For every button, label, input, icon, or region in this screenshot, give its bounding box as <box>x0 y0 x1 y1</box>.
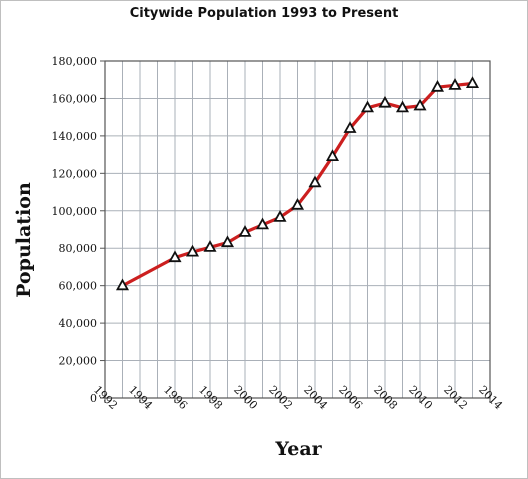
data-point-marker <box>465 76 480 88</box>
series-population <box>115 76 480 291</box>
data-point-marker <box>378 95 392 108</box>
plot-border <box>104 60 491 399</box>
y-tick-label: 80,000 <box>59 242 98 255</box>
data-point-marker <box>448 78 462 90</box>
y-tick-label: 180,000 <box>52 55 98 68</box>
data-point-marker <box>203 240 217 252</box>
axes <box>100 60 491 403</box>
data-point-marker <box>395 100 410 113</box>
data-point-marker <box>168 250 182 263</box>
data-point-marker <box>238 225 252 237</box>
data-point-marker <box>115 278 130 291</box>
y-tick-label: 0 <box>90 392 97 405</box>
data-point-marker <box>430 79 445 92</box>
y-tick-label: 20,000 <box>59 355 98 368</box>
y-tick-label: 140,000 <box>52 130 98 143</box>
y-tick-label: 40,000 <box>59 317 98 330</box>
data-point-marker <box>185 244 200 257</box>
y-tick-labels: 0 20,000 40,000 60,000 80,000 100,000 120,000 1… <box>52 55 98 405</box>
data-point-marker <box>220 235 235 248</box>
y-tick-label: 60,000 <box>59 280 98 293</box>
x-axis-label: Year <box>275 438 322 460</box>
data-point-marker <box>273 210 287 222</box>
y-tick-label: 100,000 <box>52 205 98 218</box>
y-tick-label: 120,000 <box>52 167 98 180</box>
data-point-marker <box>290 197 305 210</box>
grid-lines <box>105 60 490 398</box>
chart-title: Citywide Population 1993 to Present <box>129 6 399 21</box>
data-point-marker <box>308 175 322 188</box>
data-point-marker <box>413 98 427 111</box>
data-point-marker <box>255 217 270 230</box>
data-point-marker <box>325 149 340 162</box>
data-point-marker <box>360 100 375 113</box>
y-tick-label: 160,000 <box>52 92 98 105</box>
data-point-marker <box>343 121 357 133</box>
